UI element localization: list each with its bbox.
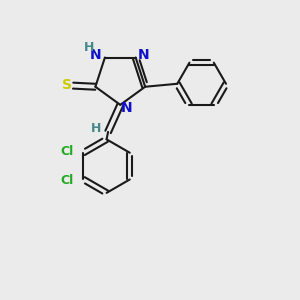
Text: Cl: Cl — [61, 145, 74, 158]
Text: Cl: Cl — [61, 174, 74, 187]
Text: N: N — [90, 48, 102, 62]
Text: S: S — [62, 78, 72, 92]
Text: N: N — [120, 101, 132, 116]
Text: H: H — [84, 41, 94, 55]
Text: N: N — [138, 47, 150, 61]
Text: H: H — [91, 122, 101, 135]
